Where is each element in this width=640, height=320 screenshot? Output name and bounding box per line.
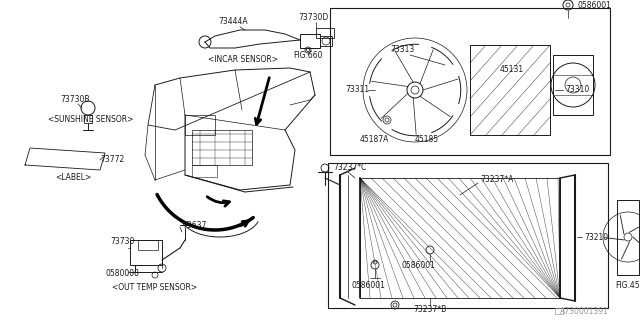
Circle shape [407,82,423,98]
Text: <SUNSHINE SENSOR>: <SUNSHINE SENSOR> [48,116,133,124]
Text: 73237*C: 73237*C [333,164,366,172]
Text: <LABEL>: <LABEL> [55,173,92,182]
Text: 73637: 73637 [182,220,206,229]
Text: 73310: 73310 [565,85,589,94]
Bar [330,8,610,155]
Text: 73237*A: 73237*A [480,175,513,185]
Text: 73311: 73311 [345,85,369,94]
Text: 0586001: 0586001 [578,2,612,11]
Text: 0586001: 0586001 [401,260,435,269]
Text: 73730: 73730 [110,237,134,246]
Bar [300,34,320,48]
Text: 73444A: 73444A [218,18,248,27]
Bar [316,28,334,38]
Text: 73772: 73772 [100,156,124,164]
Bar [617,200,639,275]
Bar [192,130,252,165]
Text: FIG.660: FIG.660 [293,51,323,60]
Text: 0580008: 0580008 [105,268,139,277]
Text: 45185: 45185 [415,135,439,145]
Text: A730001391: A730001391 [560,308,609,316]
Text: 73730D: 73730D [298,13,328,22]
Bar [320,36,332,46]
Text: FIG.450: FIG.450 [615,282,640,291]
Text: 73237*B: 73237*B [413,306,447,315]
Circle shape [624,233,632,241]
Bar [470,45,550,135]
Text: 73730B: 73730B [60,95,90,105]
Bar [192,165,217,177]
Text: 45131: 45131 [500,66,524,75]
Bar [138,240,158,250]
Text: 45187A: 45187A [360,135,389,145]
Text: <INCAR SENSOR>: <INCAR SENSOR> [208,55,278,65]
Bar [185,115,215,135]
Text: 73313: 73313 [390,45,414,54]
Bar [84,115,92,123]
Bar [553,55,593,115]
Bar [328,163,608,308]
Bar [360,178,560,298]
Bar [130,240,162,265]
Text: 0586001: 0586001 [352,281,386,290]
Text: <OUT TEMP SENSOR>: <OUT TEMP SENSOR> [112,284,197,292]
Bar [555,308,563,314]
Text: 73210: 73210 [584,233,608,242]
